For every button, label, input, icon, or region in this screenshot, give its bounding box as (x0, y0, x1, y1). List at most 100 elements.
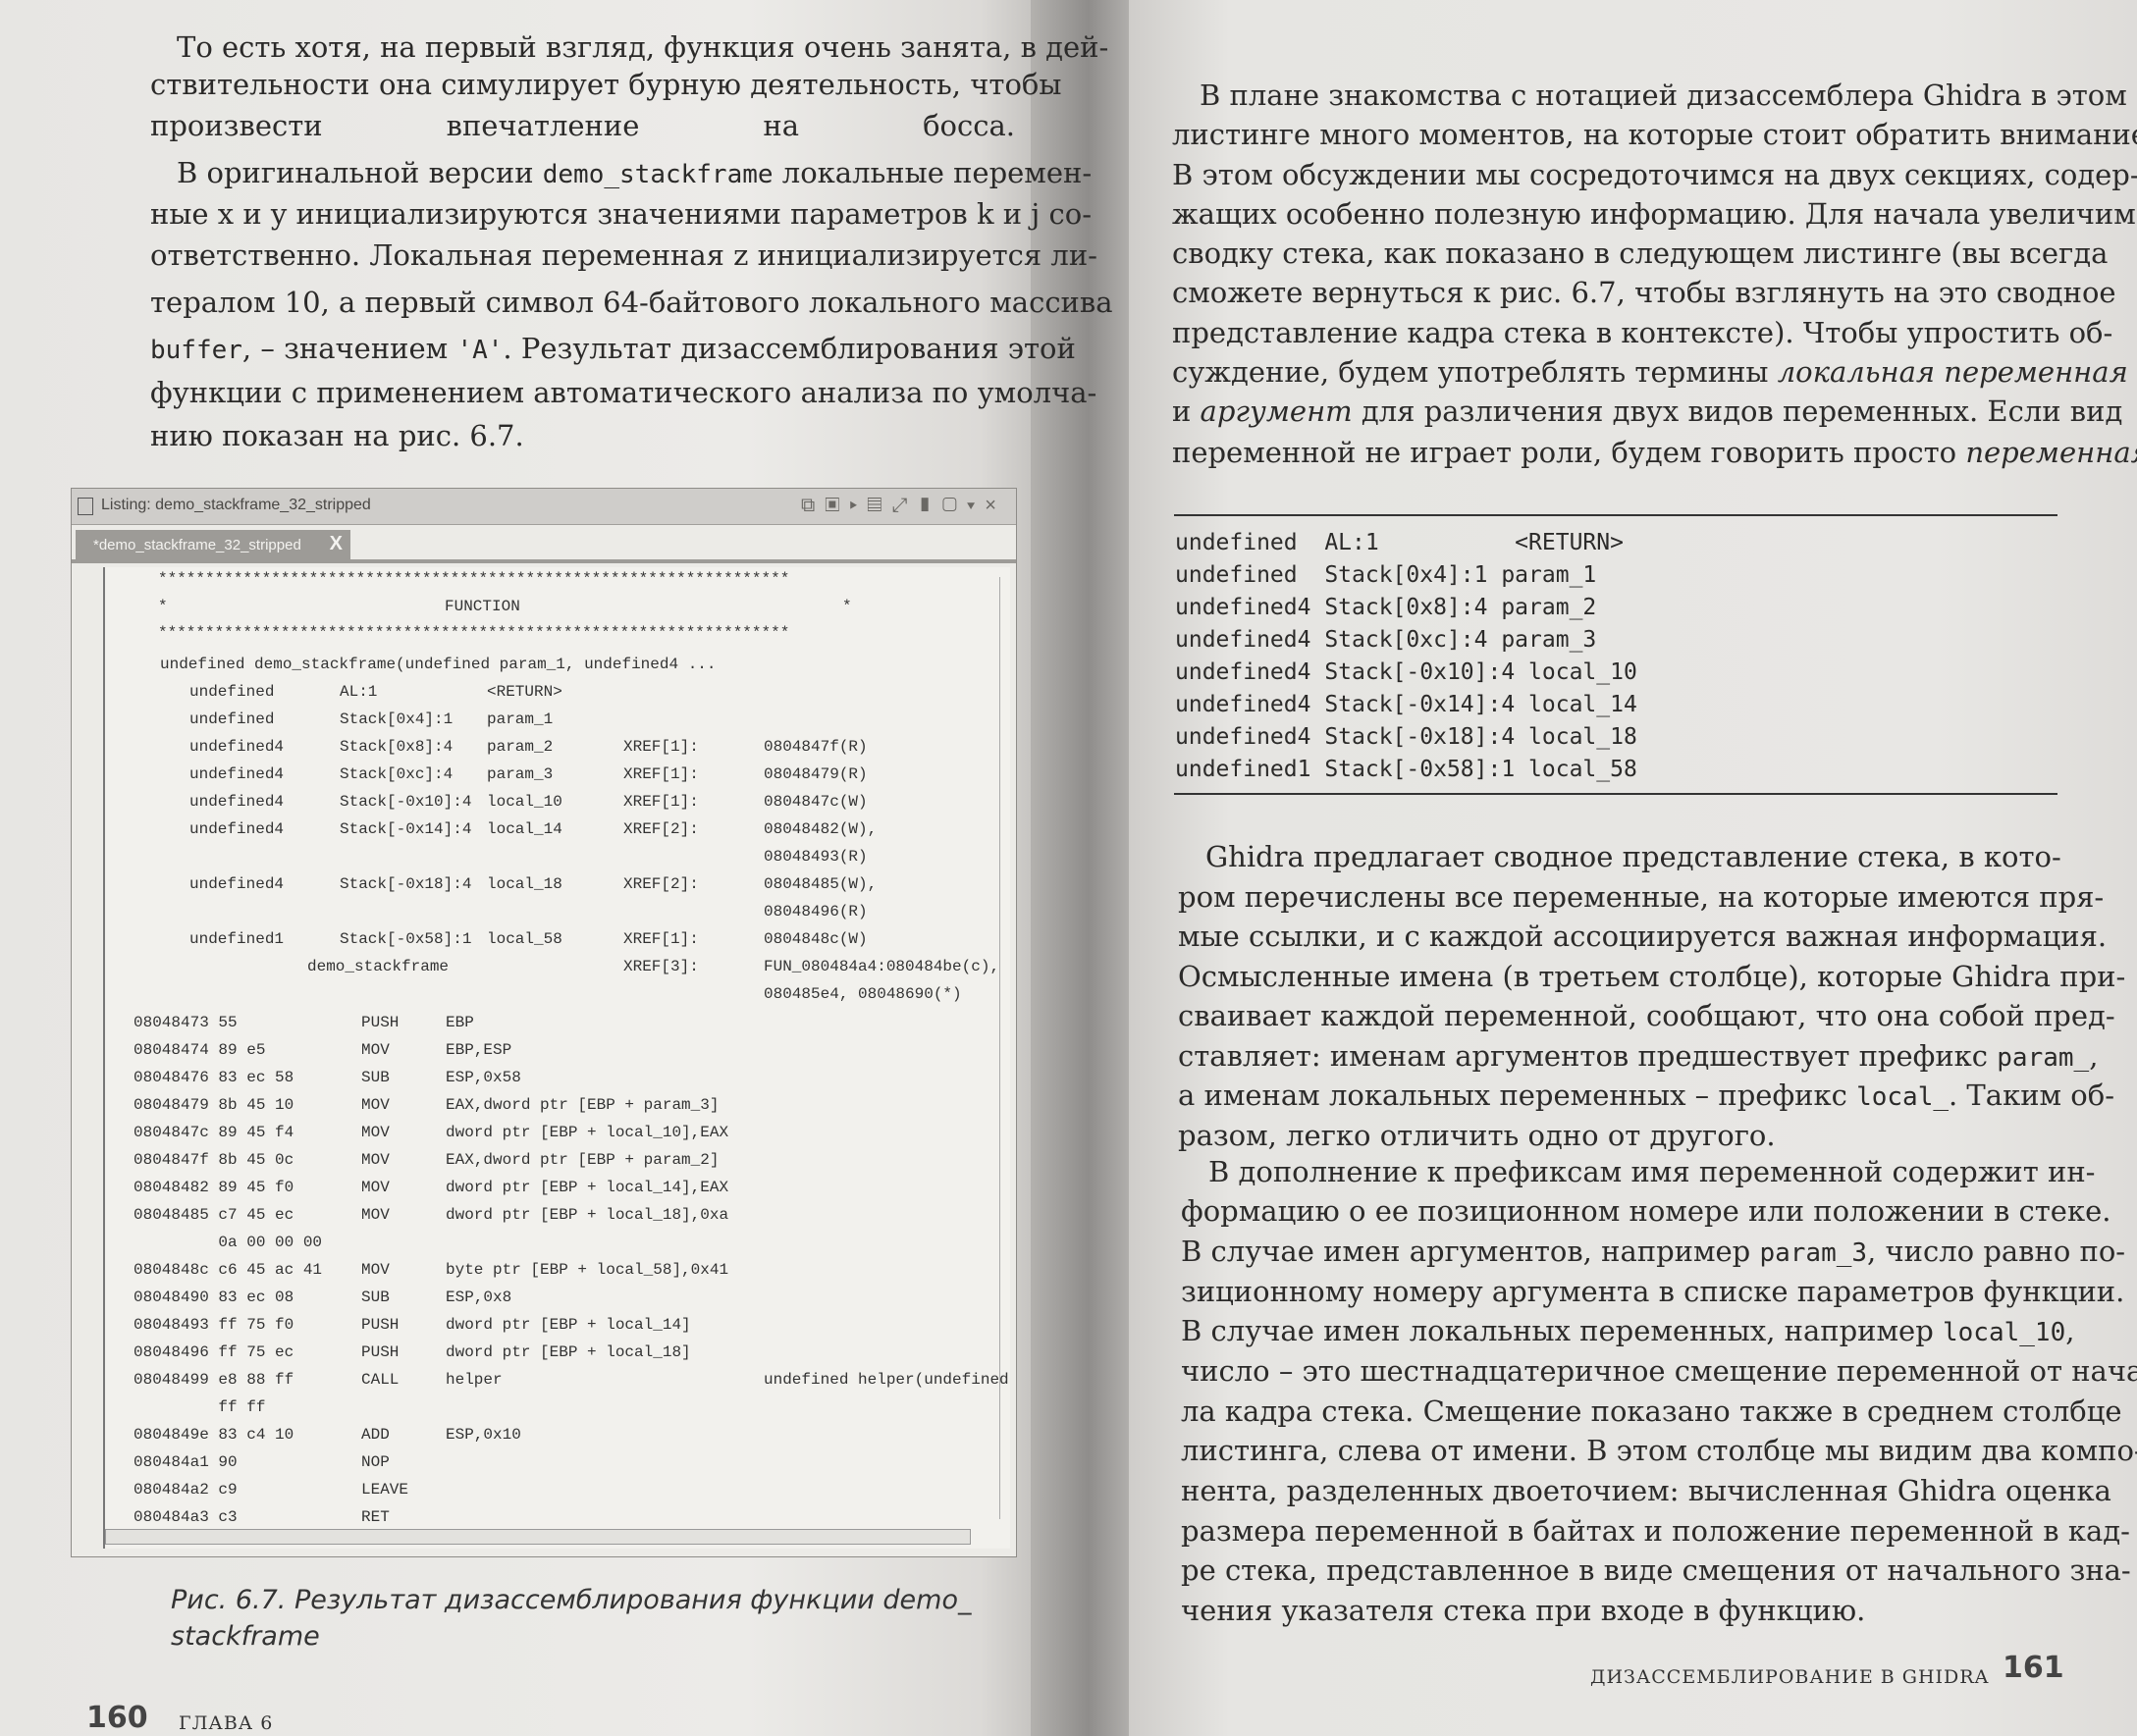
variable-cell: local_58 (487, 930, 562, 948)
instruction-cell: CALL (361, 1371, 400, 1389)
text-segment: local_10 (1943, 1318, 2066, 1347)
text-segment: ответственно. Локальная переменная z ини… (150, 238, 1097, 272)
variable-cell: 08048493(R) (764, 848, 868, 866)
text-line: тералом 10, а первый символ 64-байтового… (150, 285, 1113, 320)
text-segment: ла кадра стека. Смещение показано также … (1181, 1394, 2122, 1428)
text-segment: тералом 10, а первый символ 64-байтового… (150, 286, 1113, 319)
tab-underline (72, 559, 1016, 563)
variable-cell: param_1 (487, 710, 554, 728)
text-segment: ром перечислены все переменные, на котор… (1178, 880, 2105, 914)
text-segment: ные x и y инициализируются значениями па… (150, 197, 1093, 231)
variable-cell: local_14 (487, 820, 562, 838)
variable-cell: param_2 (487, 738, 554, 756)
variable-cell: 08048496(R) (764, 903, 868, 921)
horizontal-scrollbar[interactable] (105, 1529, 971, 1545)
instruction-cell: 0804847c 89 45 f4 (134, 1124, 294, 1141)
instruction-cell: MOV (361, 1041, 390, 1059)
text-segment: . Таким об- (1949, 1078, 2115, 1112)
text-segment: buffer (150, 336, 242, 365)
variable-cell: 08048482(W), (764, 820, 878, 838)
text-segment: листинга, слева от имени. В этом столбце… (1181, 1434, 2137, 1467)
instruction-cell: NOP (361, 1453, 390, 1471)
text-line: сваивает каждой переменной, сообщают, чт… (1178, 998, 2115, 1033)
listing-top-rule (1174, 514, 2057, 516)
tab-demo-stackframe[interactable]: *demo_stackframe_32_stripped X (76, 530, 350, 559)
text-segment: ствительности она симулирует бурную деят… (150, 68, 1062, 101)
instruction-cell: ESP,0x10 (446, 1426, 521, 1444)
variable-cell: 080485e4, 08048690(*) (764, 985, 962, 1003)
instruction-cell: RET (361, 1508, 390, 1526)
text-line: сможете вернуться к рис. 6.7, чтобы взгл… (1172, 275, 2116, 310)
instruction-cell: helper (446, 1371, 503, 1389)
code-line: undefined Stack[0x4]:1 param_1 (1175, 562, 1597, 588)
text-line: В дополнение к префиксам имя переменной … (1208, 1154, 2095, 1189)
window-title: Listing: demo_stackframe_32_stripped (101, 497, 371, 513)
text-line: В случае имен аргументов, например param… (1181, 1234, 2125, 1271)
variable-cell: undefined4 (189, 875, 285, 893)
variable-cell: undefined4 (189, 820, 285, 838)
text-line: а именам локальных переменных – префикс … (1178, 1078, 2114, 1115)
instruction-cell: MOV (361, 1151, 390, 1169)
text-segment: local_ (1856, 1082, 1949, 1112)
instruction-cell: 08048479 8b 45 10 (134, 1096, 294, 1114)
variable-cell: Stack[-0x18]:4 (340, 875, 472, 893)
text-line: размера переменной в байтах и положение … (1181, 1513, 2130, 1549)
figure-caption-line: Рис. 6.7. Результат дизассемблирования ф… (171, 1585, 972, 1615)
variable-cell: AL:1 (340, 683, 378, 701)
text-segment: То есть хотя, на первый взгляд, функция … (177, 30, 1109, 64)
text-segment: В этом обсуждении мы сосредоточимся на д… (1172, 158, 2137, 191)
listing-icon (78, 498, 93, 515)
toolbar-icons[interactable]: ⧉▣▸▤⤢▮▢▾× (801, 495, 1006, 516)
text-line: листинга, слева от имени. В этом столбце… (1181, 1433, 2137, 1468)
code-line: undefined4 Stack[0xc]:4 param_3 (1175, 627, 1597, 653)
instruction-cell: 0804847f 8b 45 0c (134, 1151, 294, 1169)
variable-cell: 0804848c(W) (764, 930, 868, 948)
instruction-cell: 0804848c c6 45 ac 41 (134, 1261, 323, 1279)
window-titlebar: Listing: demo_stackframe_32_stripped ⧉▣▸… (72, 489, 1016, 525)
instruction-cell: EAX,dword ptr [EBP + param_3] (446, 1096, 720, 1114)
instruction-cell: 080484a2 c9 (134, 1481, 238, 1499)
text-line: суждение, будем употреблять термины лока… (1172, 354, 2128, 390)
text-line: ре стека, представленное в виде смещения… (1181, 1552, 2131, 1588)
instruction-cell: EBP,ESP (446, 1041, 512, 1059)
variable-cell: local_10 (487, 793, 562, 811)
text-segment: В случае имен локальных переменных, напр… (1181, 1314, 1943, 1347)
variable-cell: Stack[-0x58]:1 (340, 930, 472, 948)
instruction-cell: 08048485 c7 45 ec (134, 1206, 294, 1224)
vertical-scrollbar[interactable] (999, 577, 1008, 1519)
text-segment: нента, разделенных двоеточием: вычисленн… (1181, 1474, 2111, 1507)
stars-line: ****************************************… (158, 570, 790, 588)
text-segment: суждение, будем употреблять термины (1172, 355, 1778, 389)
text-line: ла кадра стека. Смещение показано также … (1181, 1394, 2122, 1429)
text-segment: сводку стека, как показано в следующем л… (1172, 237, 2109, 270)
text-segment: локальная переменная (1777, 355, 2128, 389)
close-icon[interactable]: X (329, 533, 343, 554)
text-line: buffer, – значением 'A'. Результат дизас… (150, 331, 1076, 368)
variable-cell: 0804847c(W) (764, 793, 868, 811)
variable-cell: XREF[1]: (623, 738, 699, 756)
variable-cell: 08048485(W), (764, 875, 878, 893)
text-segment: разом, легко отличить одно от другого. (1178, 1119, 1776, 1152)
text-line: и аргумент для различения двух видов пер… (1172, 394, 2122, 429)
instruction-cell: PUSH (361, 1014, 400, 1031)
variable-cell: undefined1 (189, 930, 285, 948)
instruction-cell: dword ptr [EBP + local_18],0xa (446, 1206, 729, 1224)
instruction-cell: 08048473 55 (134, 1014, 238, 1031)
text-line: функции с применением автоматического ан… (150, 375, 1096, 410)
text-segment: В дополнение к префиксам имя переменной … (1208, 1155, 2096, 1188)
text-line: То есть хотя, на первый взгляд, функция … (177, 29, 1108, 65)
variable-cell: 08048479(R) (764, 765, 868, 783)
instruction-cell: dword ptr [EBP + local_10],EAX (446, 1124, 729, 1141)
variable-cell: Stack[0x8]:4 (340, 738, 454, 756)
text-segment: переменной не играет роли, будем говорит… (1172, 436, 1966, 469)
code-line: undefined4 Stack[-0x10]:4 local_10 (1175, 659, 1637, 685)
text-segment: , (2065, 1314, 2075, 1347)
text-line: ные x и y инициализируются значениями па… (150, 196, 1092, 232)
instruction-cell: MOV (361, 1206, 390, 1224)
code-line: undefined4 Stack[0x8]:4 param_2 (1175, 595, 1597, 620)
instruction-cell: SUB (361, 1289, 390, 1306)
instruction-cell: dword ptr [EBP + local_14],EAX (446, 1179, 729, 1196)
text-segment: для различения двух видов переменных. Ес… (1352, 395, 2123, 428)
text-segment: В случае имен аргументов, например (1181, 1235, 1760, 1268)
running-head-right: ДИЗАССЕМБЛИРОВАНИЕ В GHIDRA (1590, 1666, 1990, 1688)
